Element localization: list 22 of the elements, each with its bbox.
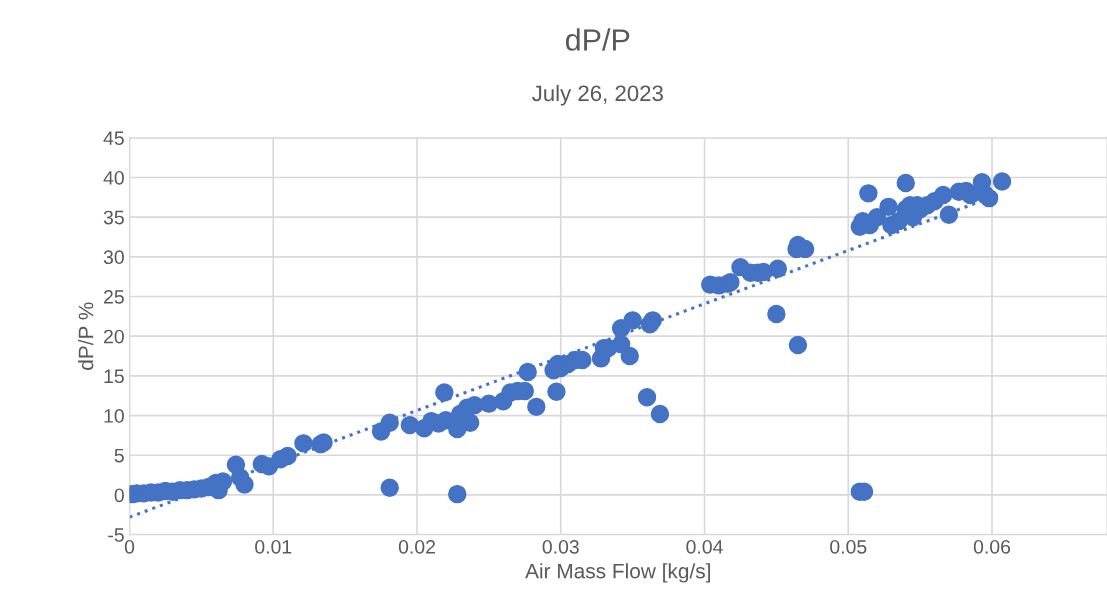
y-tick-label: 45 bbox=[103, 131, 124, 146]
chart-title: dP/P bbox=[565, 28, 630, 51]
y-tick-label: 35 bbox=[103, 210, 124, 225]
x-tick-label: 0.03 bbox=[542, 539, 579, 554]
x-axis-title: Air Mass Flow [kg/s] bbox=[525, 563, 710, 583]
y-tick-label: 15 bbox=[104, 369, 124, 384]
x-tick-label: 0.02 bbox=[398, 539, 435, 554]
y-tick-label: 20 bbox=[104, 329, 124, 344]
y-tick-label: 40 bbox=[103, 170, 124, 185]
y-axis-title: dP/P % bbox=[78, 302, 94, 370]
y-tick-label: 5 bbox=[114, 448, 124, 463]
y-tick-label: 10 bbox=[104, 409, 124, 423]
x-tick-label: 0.06 bbox=[973, 539, 1011, 554]
x-tick-label: 0.05 bbox=[830, 539, 867, 554]
x-tick-label: 0.01 bbox=[255, 539, 292, 554]
x-tick-label: 0.04 bbox=[686, 539, 723, 554]
x-tick-label: 0 bbox=[124, 539, 135, 554]
y-tick-label: -5 bbox=[108, 528, 124, 542]
chart-subtitle: July 26, 2023 bbox=[532, 84, 663, 106]
y-tick-label: 30 bbox=[103, 250, 124, 265]
y-tick-label: 25 bbox=[104, 289, 124, 304]
y-tick-label: 0 bbox=[114, 488, 124, 503]
